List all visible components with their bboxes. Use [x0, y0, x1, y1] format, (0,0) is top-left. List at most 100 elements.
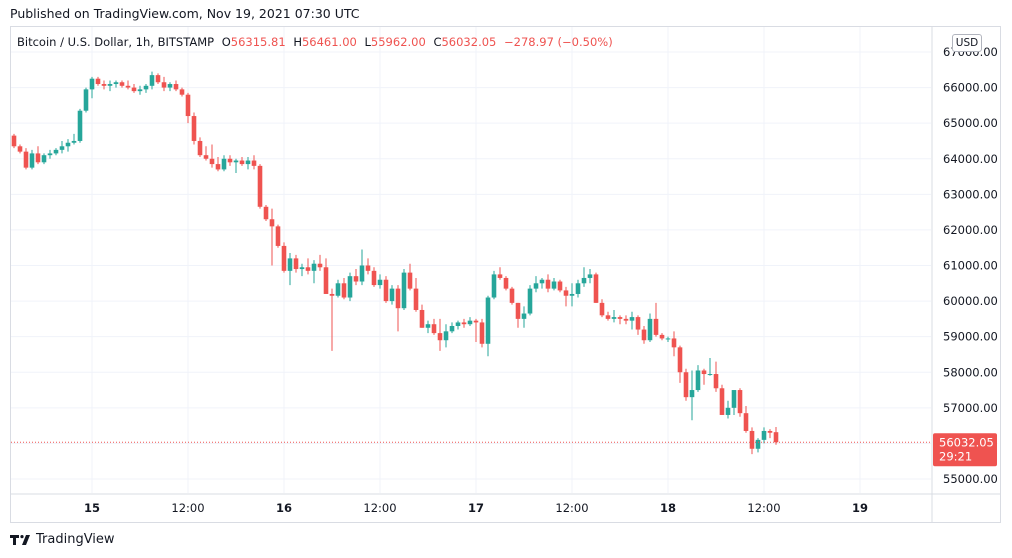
candle[interactable]	[473, 318, 479, 343]
candle[interactable]	[503, 276, 509, 291]
candle[interactable]	[521, 306, 527, 328]
candle[interactable]	[107, 80, 113, 92]
candle[interactable]	[137, 85, 143, 95]
candle[interactable]	[11, 133, 17, 149]
candle[interactable]	[311, 260, 317, 284]
candle[interactable]	[227, 155, 233, 166]
candle[interactable]	[185, 92, 191, 124]
candle[interactable]	[437, 318, 443, 351]
candle[interactable]	[407, 263, 413, 291]
candle[interactable]	[125, 80, 131, 90]
candle[interactable]	[581, 267, 587, 287]
candle[interactable]	[641, 325, 647, 344]
candle[interactable]	[461, 318, 467, 328]
candle[interactable]	[701, 368, 707, 385]
candle[interactable]	[647, 313, 653, 343]
tradingview-branding[interactable]: TradingView	[10, 532, 115, 547]
candle[interactable]	[749, 427, 755, 455]
candle[interactable]	[389, 285, 395, 305]
candle[interactable]	[263, 205, 269, 222]
candle[interactable]	[551, 277, 557, 291]
candle[interactable]	[41, 153, 47, 165]
candle[interactable]	[197, 137, 203, 157]
candle[interactable]	[119, 80, 125, 88]
candle[interactable]	[215, 156, 221, 172]
candle[interactable]	[359, 249, 365, 286]
candle[interactable]	[275, 224, 281, 248]
candle[interactable]	[491, 270, 497, 300]
candle[interactable]	[269, 208, 275, 266]
candle[interactable]	[671, 331, 677, 357]
candle[interactable]	[527, 285, 533, 316]
candle[interactable]	[659, 333, 665, 341]
candle[interactable]	[371, 267, 377, 287]
candle[interactable]	[71, 133, 77, 145]
candle[interactable]	[341, 277, 347, 300]
candle[interactable]	[155, 73, 161, 85]
candle[interactable]	[251, 155, 257, 170]
candle[interactable]	[395, 285, 401, 332]
candle[interactable]	[485, 295, 491, 357]
candle[interactable]	[653, 302, 659, 337]
candle[interactable]	[65, 139, 71, 152]
candle[interactable]	[497, 267, 503, 280]
candle[interactable]	[599, 299, 605, 318]
candle[interactable]	[689, 370, 695, 421]
candle[interactable]	[479, 318, 485, 348]
candle[interactable]	[191, 112, 197, 145]
candle[interactable]	[587, 269, 593, 284]
candle[interactable]	[317, 254, 323, 271]
candle[interactable]	[335, 279, 341, 298]
candle[interactable]	[245, 156, 251, 170]
candle[interactable]	[239, 156, 245, 166]
candle[interactable]	[629, 311, 635, 330]
candle[interactable]	[203, 146, 209, 161]
candle[interactable]	[323, 258, 329, 294]
candle[interactable]	[563, 286, 569, 307]
currency-button[interactable]: USD	[952, 34, 982, 52]
candle[interactable]	[365, 258, 371, 275]
candle[interactable]	[59, 140, 65, 154]
candle[interactable]	[761, 427, 767, 444]
candle[interactable]	[17, 144, 23, 154]
candle[interactable]	[533, 276, 539, 293]
candle[interactable]	[695, 365, 701, 392]
candle[interactable]	[707, 358, 713, 376]
candle[interactable]	[47, 149, 53, 159]
candle[interactable]	[287, 253, 293, 286]
candle[interactable]	[347, 272, 353, 302]
candle[interactable]	[611, 309, 617, 323]
candle[interactable]	[767, 429, 773, 439]
candle[interactable]	[83, 87, 89, 113]
candle[interactable]	[53, 148, 59, 156]
candle[interactable]	[77, 108, 83, 143]
candle[interactable]	[719, 384, 725, 415]
candle[interactable]	[305, 258, 311, 275]
candle[interactable]	[545, 274, 551, 293]
candle[interactable]	[401, 269, 407, 310]
candle[interactable]	[683, 368, 689, 401]
candle[interactable]	[419, 304, 425, 328]
candle[interactable]	[89, 76, 95, 99]
candle[interactable]	[713, 361, 719, 392]
candle[interactable]	[425, 320, 431, 334]
candle[interactable]	[143, 84, 149, 93]
candle[interactable]	[413, 277, 419, 312]
candle[interactable]	[377, 274, 383, 289]
candle[interactable]	[515, 302, 521, 328]
candle[interactable]	[455, 320, 461, 330]
candle[interactable]	[575, 279, 581, 298]
candle[interactable]	[149, 71, 155, 90]
candle[interactable]	[29, 149, 35, 170]
candle[interactable]	[449, 322, 455, 334]
candle[interactable]	[113, 80, 119, 88]
candle[interactable]	[101, 80, 107, 90]
candle[interactable]	[467, 317, 473, 326]
candle[interactable]	[383, 276, 389, 303]
candle[interactable]	[167, 82, 173, 92]
candle[interactable]	[431, 318, 437, 335]
candle[interactable]	[755, 438, 761, 453]
candle[interactable]	[635, 315, 641, 335]
candle[interactable]	[221, 155, 227, 172]
